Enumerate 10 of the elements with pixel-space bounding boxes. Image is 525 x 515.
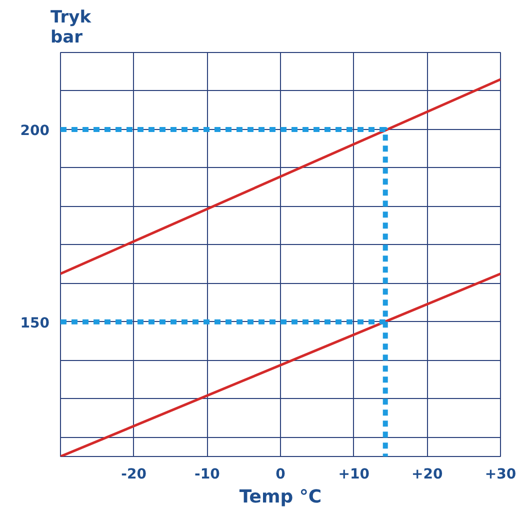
x-tick-label: 0 bbox=[276, 466, 286, 482]
y-tick-label: 200 bbox=[20, 122, 50, 139]
y-tick-label: 150 bbox=[20, 315, 50, 332]
x-tick-label: +10 bbox=[338, 466, 370, 482]
y-axis-title: Tryk bar bbox=[50, 8, 92, 48]
x-tick-label: +30 bbox=[484, 466, 516, 482]
x-tick-label: +20 bbox=[412, 466, 444, 482]
x-axis-title: Temp °C bbox=[239, 486, 322, 508]
x-tick-label: -10 bbox=[194, 466, 220, 482]
x-tick-label: -20 bbox=[121, 466, 147, 482]
